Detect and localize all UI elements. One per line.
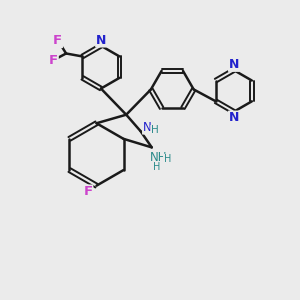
Text: N: N <box>229 58 239 71</box>
Text: H: H <box>151 125 159 136</box>
Text: N: N <box>229 111 239 124</box>
Text: N: N <box>96 34 106 47</box>
Text: H: H <box>152 162 160 172</box>
Text: F: F <box>53 34 62 47</box>
Text: N: N <box>142 121 152 134</box>
Text: H: H <box>164 154 171 164</box>
Text: F: F <box>84 185 93 198</box>
Text: NH: NH <box>150 151 167 164</box>
Text: F: F <box>49 53 58 67</box>
